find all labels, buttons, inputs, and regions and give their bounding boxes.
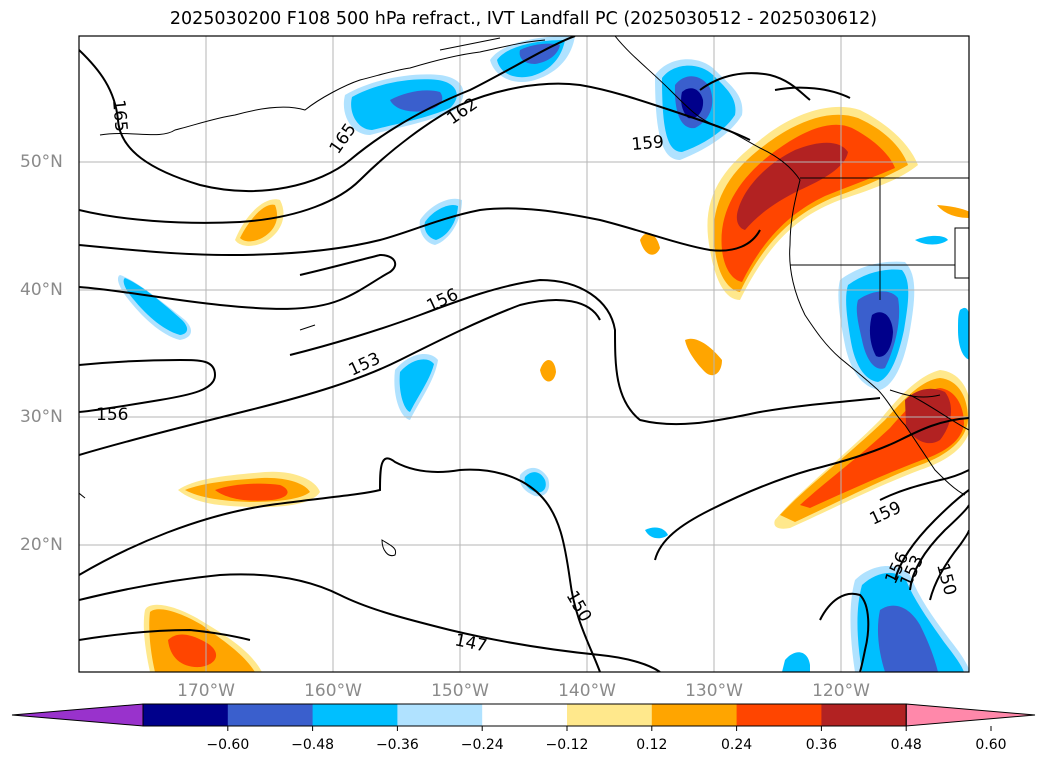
colorbar-tick-label: −0.36 xyxy=(375,737,419,753)
contour-label: 156 xyxy=(96,405,128,425)
map-title: 2025030200 F108 500 hPa refract., IVT La… xyxy=(169,9,878,29)
lon-label: 170°W xyxy=(177,681,235,701)
colorbar-swatch xyxy=(143,704,229,726)
contour-label: 165 xyxy=(108,99,131,133)
lat-label: 50°N xyxy=(20,152,63,172)
refractivity-contours xyxy=(79,36,969,672)
colorbar-tick-label: −0.24 xyxy=(460,737,504,753)
colorbar-swatch xyxy=(821,704,907,726)
lon-label: 160°W xyxy=(304,681,362,701)
colorbar-tick-label: 0.24 xyxy=(721,737,753,753)
lat-label: 30°N xyxy=(20,407,63,427)
colorbar-tick-label: 0.48 xyxy=(890,737,922,753)
colorbar-swatch xyxy=(736,704,822,726)
colorbar-swatch xyxy=(651,704,738,726)
colorbar-tick-label: 0.60 xyxy=(975,737,1007,753)
lat-label: 40°N xyxy=(20,280,63,300)
lon-label: 120°W xyxy=(812,681,870,701)
lat-label: 20°N xyxy=(20,535,63,555)
lon-label: 130°W xyxy=(685,681,743,701)
colorbar-tick-label: −0.12 xyxy=(545,737,589,753)
map-panel: 165 165 162 159 156 153 156 150 147 159 … xyxy=(78,35,970,673)
contour-label: 159 xyxy=(631,132,665,155)
colorbar-extend-max xyxy=(905,703,1036,727)
colorbar-tick-label: 0.36 xyxy=(805,737,837,753)
colorbar-extend-min xyxy=(11,703,144,727)
lon-label: 150°W xyxy=(431,681,489,701)
colorbar-swatch xyxy=(482,704,568,726)
colorbar-tick-label: −0.60 xyxy=(206,737,250,753)
colorbar-frame xyxy=(142,703,907,727)
lon-label: 140°W xyxy=(558,681,616,701)
colorbar-tick-label: 0.12 xyxy=(636,737,668,753)
map-frame xyxy=(78,35,970,673)
colorbar-swatch xyxy=(227,704,314,726)
colorbar xyxy=(11,703,1036,731)
colorbar-tick-label: −0.48 xyxy=(291,737,335,753)
colorbar-swatch xyxy=(397,704,483,726)
graticule xyxy=(79,36,969,672)
colorbar-swatch xyxy=(312,704,398,726)
colorbar-swatch xyxy=(567,704,653,726)
